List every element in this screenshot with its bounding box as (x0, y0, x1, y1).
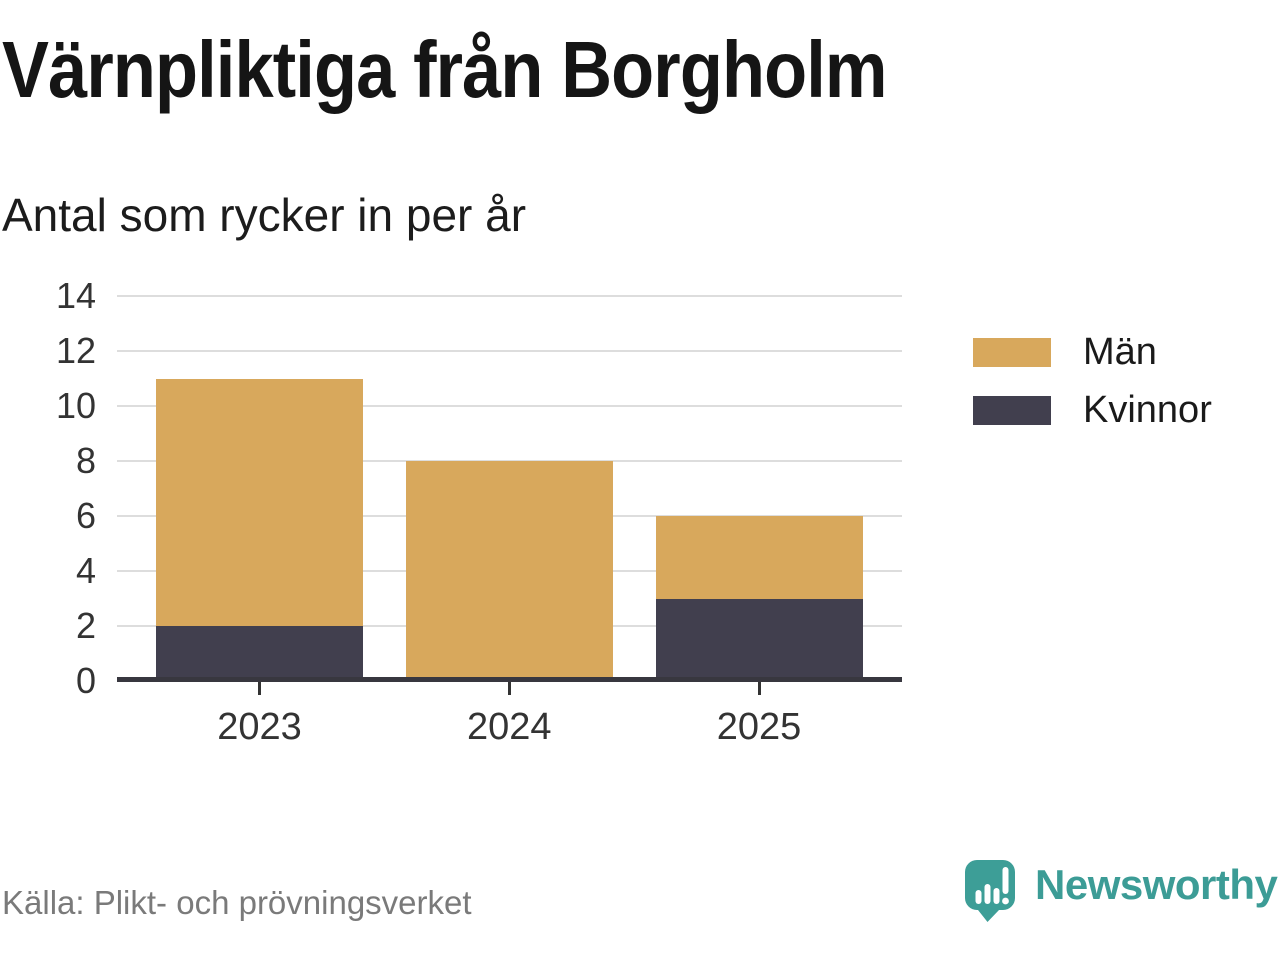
x-axis-line (117, 677, 902, 682)
legend-label-kvinnor: Kvinnor (1083, 389, 1212, 431)
y-axis-label-6: 6 (75, 495, 96, 536)
chart-title: Värnpliktiga från Borgholm (2, 25, 887, 114)
bar-2023-kvinnor (156, 626, 363, 681)
bar-2025-kvinnor (655, 598, 863, 681)
x-axis-tick-2024 (507, 682, 511, 695)
x-axis-tick-2025 (757, 682, 761, 695)
y-axis-label-12: 12 (55, 330, 96, 371)
x-axis-label-2024: 2024 (466, 706, 552, 748)
y-axis-label-8: 8 (75, 440, 96, 481)
y-axis-label-4: 4 (75, 550, 96, 591)
y-axis-label-0: 0 (75, 660, 96, 701)
bar-2023-män (156, 378, 363, 626)
x-axis-tick-2023 (258, 682, 261, 695)
y-axis-label-10: 10 (55, 385, 96, 426)
legend-swatch-män (973, 338, 1051, 367)
legend-swatch-kvinnor (973, 396, 1051, 425)
legend-item-män: Män (973, 331, 1212, 373)
x-axis-label-2025: 2025 (716, 706, 802, 748)
newsworthy-logo: Newsworthy (965, 860, 1278, 922)
source-text: Källa: Plikt- och prövningsverket (2, 884, 472, 921)
gridline-14 (117, 295, 902, 297)
gridline-12 (117, 350, 902, 352)
chart-subtitle: Antal som rycker in per år (2, 189, 527, 241)
brand-wordmark: Newsworthy (1035, 861, 1278, 908)
speech-bubble-bar-chart-icon (965, 860, 1015, 922)
legend: Män Kvinnor (973, 331, 1212, 431)
bar-2024-män (405, 461, 613, 681)
y-axis-label-14: 14 (55, 275, 96, 316)
gridline-10 (117, 405, 902, 407)
legend-label-män: Män (1083, 331, 1157, 373)
legend-item-kvinnor: Kvinnor (973, 389, 1212, 431)
bar-2025-män (655, 516, 863, 599)
y-axis-label-2: 2 (75, 605, 96, 646)
x-axis-label-2023: 2023 (217, 706, 302, 748)
